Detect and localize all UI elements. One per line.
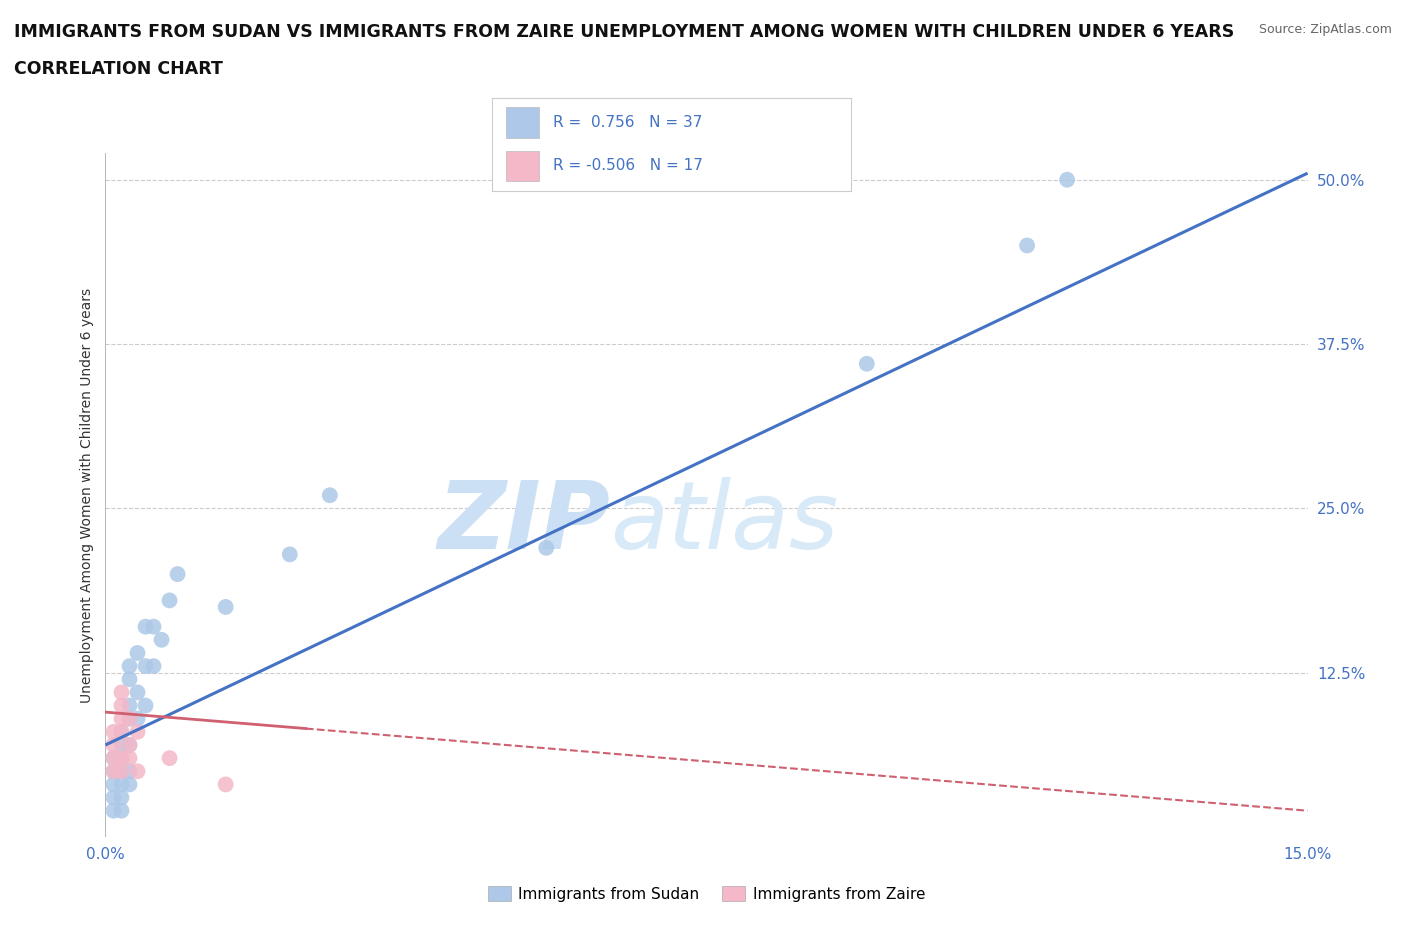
Point <box>103 764 125 778</box>
Point <box>103 751 125 765</box>
Point <box>127 724 149 739</box>
Point <box>142 619 165 634</box>
Point <box>103 790 125 805</box>
Point <box>110 751 132 765</box>
Point <box>110 764 132 778</box>
Text: ZIP: ZIP <box>437 476 610 568</box>
FancyBboxPatch shape <box>506 151 538 181</box>
Point <box>110 751 132 765</box>
Text: Source: ZipAtlas.com: Source: ZipAtlas.com <box>1258 23 1392 36</box>
Text: atlas: atlas <box>610 477 838 568</box>
Point <box>127 645 149 660</box>
Point <box>103 737 125 752</box>
Y-axis label: Unemployment Among Women with Children Under 6 years: Unemployment Among Women with Children U… <box>80 287 94 703</box>
Point <box>118 711 141 726</box>
Point <box>1056 172 1078 187</box>
Point <box>319 488 342 503</box>
Point <box>159 751 181 765</box>
Point <box>135 619 157 634</box>
Legend: Immigrants from Sudan, Immigrants from Zaire: Immigrants from Sudan, Immigrants from Z… <box>482 880 931 908</box>
Point <box>103 777 125 791</box>
Point <box>135 658 157 673</box>
Point <box>214 777 236 791</box>
Point <box>110 790 132 805</box>
Point <box>127 685 149 700</box>
Point <box>103 764 125 778</box>
Point <box>166 566 188 581</box>
Point <box>103 724 125 739</box>
Point <box>110 711 132 726</box>
Point <box>534 540 557 555</box>
Point <box>118 711 141 726</box>
Point <box>110 737 132 752</box>
FancyBboxPatch shape <box>506 107 538 138</box>
Point <box>110 685 132 700</box>
Point <box>278 547 301 562</box>
Point <box>118 751 141 765</box>
Point <box>118 737 141 752</box>
Point <box>159 593 181 608</box>
Point <box>214 600 236 615</box>
Point <box>110 804 132 818</box>
Point <box>110 724 132 739</box>
Point <box>118 671 141 686</box>
Text: IMMIGRANTS FROM SUDAN VS IMMIGRANTS FROM ZAIRE UNEMPLOYMENT AMONG WOMEN WITH CHI: IMMIGRANTS FROM SUDAN VS IMMIGRANTS FROM… <box>14 23 1234 41</box>
Text: R = -0.506   N = 17: R = -0.506 N = 17 <box>553 157 703 173</box>
Point <box>118 698 141 713</box>
Point <box>118 737 141 752</box>
Point <box>142 658 165 673</box>
Point <box>1017 238 1039 253</box>
Text: R =  0.756   N = 37: R = 0.756 N = 37 <box>553 114 703 130</box>
Point <box>127 764 149 778</box>
Point <box>135 698 157 713</box>
Point <box>118 658 141 673</box>
Point <box>103 804 125 818</box>
Point <box>127 711 149 726</box>
Point <box>110 777 132 791</box>
Point <box>110 698 132 713</box>
Text: CORRELATION CHART: CORRELATION CHART <box>14 60 224 78</box>
Point <box>110 724 132 739</box>
Point <box>855 356 877 371</box>
Point <box>118 764 141 778</box>
Point <box>150 632 173 647</box>
Point <box>118 777 141 791</box>
Point <box>103 751 125 765</box>
Point <box>110 764 132 778</box>
